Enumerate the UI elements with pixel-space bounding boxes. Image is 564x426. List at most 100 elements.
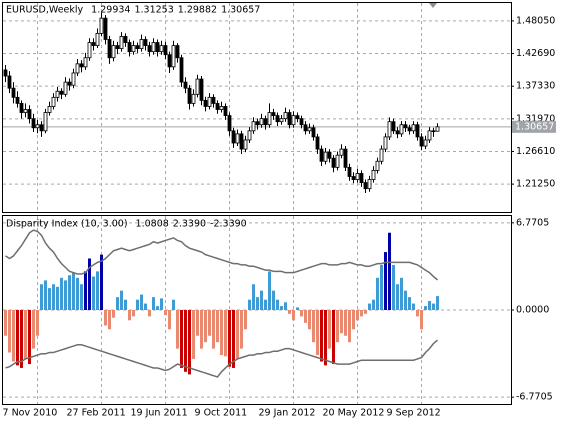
- histogram-bar: [172, 299, 175, 310]
- histogram-bar: [56, 286, 59, 310]
- histogram-bar: [152, 297, 155, 310]
- histogram-bar: [88, 258, 91, 310]
- y-tick-label: 1.21250: [516, 179, 555, 190]
- y-tick-label: -6.7705: [516, 392, 553, 403]
- candle-body: [19, 103, 24, 113]
- candle-body: [31, 118, 36, 129]
- shift-marker: [429, 3, 437, 8]
- histogram-bar: [60, 277, 63, 310]
- candle-body: [175, 45, 180, 59]
- candle-body: [363, 182, 368, 190]
- histogram-bar: [368, 303, 371, 310]
- candle-body: [63, 81, 68, 95]
- histogram-bar: [104, 310, 107, 326]
- histogram-bar: [312, 310, 315, 343]
- candle-body: [419, 136, 424, 147]
- candle-body: [27, 109, 32, 120]
- histogram-bar: [236, 310, 239, 359]
- candle-body: [215, 103, 220, 110]
- candle-body: [23, 109, 28, 113]
- candle-body: [55, 90, 60, 98]
- candle-body: [435, 126, 440, 132]
- histogram-bar: [4, 310, 7, 336]
- band-line: [5, 229, 438, 281]
- histogram-bar: [372, 299, 375, 310]
- histogram-bar: [44, 280, 47, 310]
- histogram-bar: [392, 264, 395, 310]
- candle-body: [427, 130, 432, 141]
- candle-body: [291, 115, 296, 126]
- candle-body: [179, 57, 184, 83]
- candle-body: [255, 121, 260, 126]
- histogram-bar: [332, 310, 335, 365]
- histogram-bar: [416, 310, 419, 317]
- histogram-bar: [324, 310, 327, 366]
- x-tick-label: 20 May 2012: [323, 408, 385, 419]
- histogram-bar: [136, 299, 139, 310]
- candle-body: [311, 127, 316, 138]
- candle-body: [203, 99, 208, 107]
- histogram-bar: [428, 300, 431, 310]
- histogram-bar: [196, 310, 199, 336]
- histogram-bar: [380, 264, 383, 310]
- histogram-bar: [200, 310, 203, 349]
- y-tick-label: 1.31970: [516, 113, 555, 124]
- candle-body: [251, 121, 256, 132]
- candle-body: [155, 42, 160, 53]
- candle-body: [123, 36, 128, 43]
- candle-body: [347, 166, 352, 177]
- histogram-bar: [168, 310, 171, 330]
- candle-body: [51, 96, 56, 107]
- candle-body: [339, 148, 344, 156]
- candle-body: [387, 121, 392, 138]
- candle-body: [195, 78, 200, 95]
- candle-body: [143, 39, 148, 46]
- chart-title-value: 1.31253: [134, 5, 173, 16]
- histogram-bar: [308, 310, 311, 330]
- candle-body: [35, 124, 40, 129]
- histogram-bar: [124, 299, 127, 310]
- histogram-bar: [360, 310, 363, 317]
- candle-body: [335, 154, 340, 168]
- histogram-bar: [220, 310, 223, 356]
- candle-body: [83, 57, 88, 68]
- histogram-bar: [108, 310, 111, 330]
- y-tick-label: 1.37330: [516, 81, 555, 92]
- candle-body: [59, 90, 64, 95]
- chart-title-value: 1.29882: [178, 5, 217, 16]
- candle-body: [391, 121, 396, 132]
- histogram-bar: [268, 271, 271, 310]
- y-tick-label: 1.26610: [516, 146, 555, 157]
- candle-body: [283, 112, 288, 120]
- candle-body: [415, 124, 420, 138]
- histogram-bar: [52, 284, 55, 310]
- candle-body: [187, 87, 192, 104]
- histogram-bar: [352, 310, 355, 330]
- histogram-bar: [32, 310, 35, 349]
- chart-title-value: 1.29934: [91, 5, 130, 16]
- histogram-bar: [148, 310, 151, 317]
- candle-body: [207, 96, 212, 107]
- candle-body: [91, 42, 96, 46]
- histogram-bar: [116, 297, 119, 310]
- candle-body: [99, 17, 104, 34]
- candle-body: [71, 72, 76, 86]
- candle-body: [227, 115, 232, 132]
- histogram-bar: [28, 310, 31, 365]
- candle-body: [119, 36, 124, 50]
- candle-body: [375, 160, 380, 171]
- histogram-bar: [192, 310, 195, 359]
- candle-body: [231, 130, 236, 144]
- candle-body: [403, 124, 408, 129]
- histogram-bar: [80, 284, 83, 310]
- histogram-bar: [280, 306, 283, 310]
- histogram-bar: [408, 297, 411, 310]
- histogram-bar: [24, 310, 27, 359]
- candle-body: [247, 130, 252, 141]
- histogram-bar: [288, 310, 291, 314]
- candle-body: [95, 32, 100, 46]
- candle-body: [319, 148, 324, 162]
- histogram-bar: [400, 277, 403, 310]
- histogram-bar: [436, 296, 439, 310]
- candle-body: [243, 139, 248, 150]
